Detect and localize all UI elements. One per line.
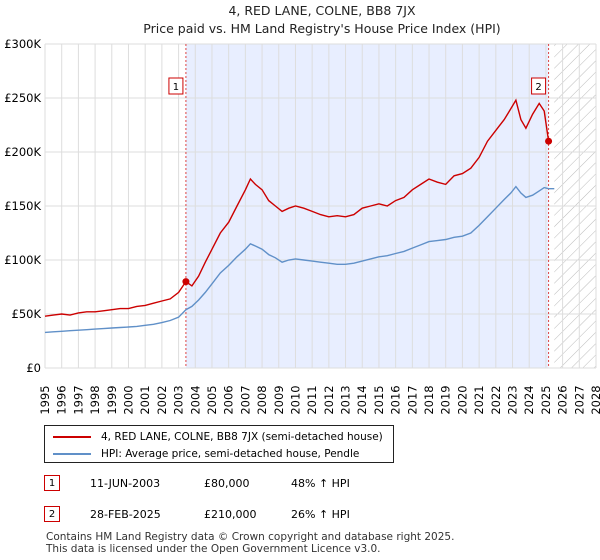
x-tick-label: 2021	[472, 385, 486, 414]
x-tick-label: 2023	[506, 385, 520, 414]
annotation-row-2: 2 28-FEB-2025 £210,000 26% ↑ HPI	[44, 505, 350, 523]
x-tick-label: 1996	[55, 385, 69, 414]
chart-title: 4, RED LANE, COLNE, BB8 7JX	[228, 3, 416, 18]
legend-label-hpi: HPI: Average price, semi-detached house,…	[101, 448, 360, 460]
x-tick-label: 1999	[105, 385, 119, 414]
annotation-price: £210,000	[204, 507, 257, 521]
sale-point	[182, 278, 190, 286]
x-tick-label: 2028	[589, 385, 600, 414]
annotation-date: 11-JUN-2003	[90, 476, 161, 490]
legend-item-price: 4, RED LANE, COLNE, BB8 7JX (semi-detach…	[53, 429, 383, 445]
y-tick-label: £150K	[4, 199, 41, 213]
y-tick-label: £300K	[4, 37, 41, 51]
x-tick-label: 2001	[138, 385, 152, 414]
x-tick-label: 2018	[422, 385, 436, 414]
y-tick-label: £50K	[12, 307, 42, 321]
x-tick-label: 2007	[238, 385, 252, 414]
annotation-badge: 2	[44, 506, 60, 522]
x-tick-label: 2026	[556, 385, 570, 414]
price-paid-line	[44, 98, 550, 317]
legend: 4, RED LANE, COLNE, BB8 7JX (semi-detach…	[44, 425, 394, 463]
legend-swatch-hpi	[53, 453, 91, 455]
x-tick-label: 2016	[389, 385, 403, 414]
y-tick-label: £200K	[4, 145, 41, 159]
x-tick-label: 2022	[489, 385, 503, 414]
y-tick-label: £100K	[4, 253, 41, 267]
hpi-line	[44, 185, 555, 334]
x-tick-label: 1995	[38, 385, 52, 414]
x-tick-label: 2009	[272, 385, 286, 414]
annotation-price: £80,000	[204, 476, 250, 490]
annotation-hpi: 26% ↑ HPI	[291, 507, 350, 521]
x-tick-label: 2025	[539, 385, 553, 414]
x-tick-label: 2004	[188, 385, 202, 414]
y-tick-label: £0	[26, 361, 41, 375]
footer-attribution: Contains HM Land Registry data © Crown c…	[46, 531, 454, 555]
chart-subtitle: Price paid vs. HM Land Registry's House …	[143, 21, 500, 36]
sale-point	[545, 137, 553, 145]
x-tick-label: 2000	[121, 385, 135, 414]
footer-line-1: Contains HM Land Registry data © Crown c…	[46, 531, 455, 543]
x-tick-label: 2010	[288, 385, 302, 414]
sale-label-box	[531, 77, 547, 95]
legend-label-price: 4, RED LANE, COLNE, BB8 7JX (semi-detach…	[101, 431, 383, 443]
x-tick-label: 2019	[439, 385, 453, 414]
x-tick-label: 1997	[71, 385, 85, 414]
x-tick-label: 2003	[172, 385, 186, 414]
y-tick-label: £250K	[4, 91, 41, 105]
sale-label-box	[168, 77, 184, 95]
annotation-hpi: 48% ↑ HPI	[291, 476, 350, 490]
x-tick-label: 2017	[405, 385, 419, 414]
legend-item-hpi: HPI: Average price, semi-detached house,…	[53, 446, 359, 462]
footer-line-2: This data is licensed under the Open Gov…	[46, 543, 381, 555]
x-tick-label: 2011	[305, 385, 319, 414]
annotation-badge: 1	[44, 475, 60, 491]
price-chart: 4, RED LANE, COLNE, BB8 7JX Price paid v…	[4, 3, 600, 415]
annotation-row-1: 1 11-JUN-2003 £80,000 48% ↑ HPI	[44, 474, 350, 492]
x-tick-label: 1998	[88, 385, 102, 414]
x-tick-label: 2005	[205, 385, 219, 414]
x-tick-label: 2014	[355, 385, 369, 414]
x-tick-label: 2020	[455, 385, 469, 414]
x-tick-label: 2015	[372, 385, 386, 414]
annotation-date: 28-FEB-2025	[90, 507, 161, 521]
x-tick-label: 2027	[572, 385, 586, 414]
sale-label-text: 2	[535, 82, 541, 93]
legend-swatch-price	[53, 436, 91, 438]
x-tick-label: 2013	[339, 385, 353, 414]
x-tick-label: 2012	[322, 385, 336, 414]
x-tick-label: 2008	[255, 385, 269, 414]
x-tick-label: 2024	[522, 385, 536, 414]
x-tick-label: 2002	[155, 385, 169, 414]
sale-label-text: 1	[173, 82, 179, 93]
x-tick-label: 2006	[222, 385, 236, 414]
